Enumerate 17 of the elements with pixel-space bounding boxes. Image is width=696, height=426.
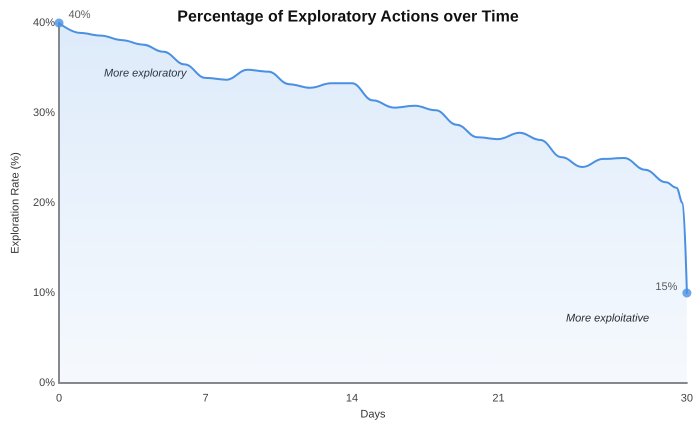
y-tick-label: 10% [32, 287, 56, 299]
x-tick-label: 7 [202, 392, 209, 404]
annotation: 40% [68, 9, 91, 21]
y-tick-label: 20% [32, 197, 56, 209]
annotation: 15% [655, 281, 678, 293]
annotation: More exploratory [104, 68, 188, 80]
chart-title: Percentage of Exploratory Actions over Time [177, 8, 519, 26]
x-tick-label: 0 [56, 392, 62, 404]
y-tick-label: 40% [32, 17, 56, 29]
x-axis-title: Days [360, 408, 386, 420]
annotation: More exploitative [566, 312, 650, 324]
y-axis-title: Exploration Rate (%) [10, 152, 22, 254]
x-tick-label: 21 [492, 392, 505, 404]
x-tick-label: 14 [346, 392, 358, 404]
x-tick-label: 30 [680, 392, 694, 404]
y-tick-label: 0% [39, 377, 56, 389]
y-tick-label: 30% [32, 107, 56, 119]
